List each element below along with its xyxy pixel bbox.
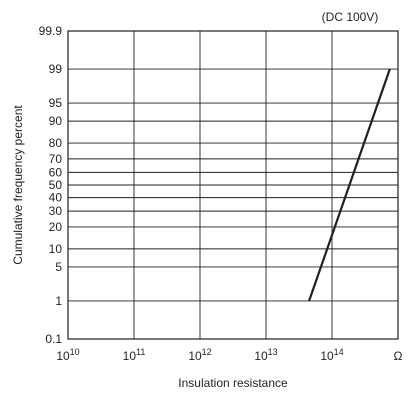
x-tick-label: 1011 [123, 347, 146, 363]
horizontal-grid [68, 68, 398, 302]
series-line [308, 68, 391, 302]
y-tick-label: 60 [49, 165, 63, 179]
x-axis-label: Insulation resistance [178, 376, 288, 390]
y-tick-label: 99.9 [39, 24, 63, 38]
y-tick-label: 30 [49, 204, 63, 218]
y-tick-label: 1 [55, 294, 62, 308]
y-tick-label: 90 [49, 114, 63, 128]
y-tick-label: 5 [55, 260, 62, 274]
y-tick-label: 10 [49, 242, 63, 256]
y-tick-label: 95 [49, 96, 63, 110]
x-tick-label: 1010 [56, 347, 79, 363]
x-tick-label: 1012 [188, 347, 211, 363]
y-axis-label: Cumulative frequency percent [11, 105, 25, 265]
annotation-label: (DC 100V) [322, 10, 379, 24]
y-tick-label: 0.1 [45, 332, 62, 346]
y-tick-label: 20 [49, 220, 63, 234]
x-tick-label: 1013 [254, 347, 277, 363]
data-series [308, 68, 391, 302]
y-tick-label: 70 [49, 152, 63, 166]
x-tick-labels: 1010 1011 1012 1013 1014 [56, 347, 343, 363]
y-tick-label: 99 [49, 62, 63, 76]
y-tick-label: 50 [49, 178, 63, 192]
y-tick-label: 80 [49, 136, 63, 150]
y-tick-label: 40 [49, 191, 63, 205]
x-unit-label: Ω [394, 349, 403, 363]
x-tick-label: 1014 [320, 347, 343, 363]
